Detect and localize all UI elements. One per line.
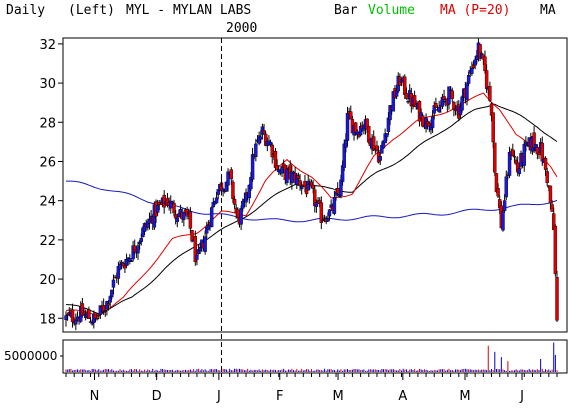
candle [105,300,109,316]
candle [421,114,425,128]
candle [442,89,446,106]
candle [488,81,492,103]
x-month-label: J [216,389,221,404]
candle [133,239,137,255]
candle [555,270,559,323]
candle [128,254,132,265]
candle [203,230,207,255]
candle [378,151,382,165]
ma2-legend: MA [540,3,556,18]
y-tick-label: 24 [39,195,56,210]
x-month-label: D [152,389,162,404]
candles-layer [64,38,559,331]
ma50-line [66,103,558,315]
volume-tick-label: 5000000 [4,349,57,363]
ma200-line [66,180,558,223]
bar-type-label: Bar [334,3,358,18]
candle [118,260,122,271]
x-month-label: M [332,389,343,404]
candle [349,105,353,120]
candle [188,207,193,234]
candle [460,95,464,113]
candle [466,71,471,87]
candle [434,97,438,109]
candle [493,142,497,176]
candle [545,168,549,187]
candle [193,230,197,266]
scale-label: (Left) [68,3,115,18]
candle [430,109,435,133]
candle [404,87,409,100]
candle [250,147,255,182]
ma200-layer [66,180,558,223]
candle [175,216,179,228]
candle [64,311,68,327]
candle [169,195,173,214]
candle [511,143,515,157]
candle [501,209,505,232]
candle [517,165,522,177]
candle [491,112,495,149]
candle [172,199,176,217]
volume-layer [65,342,558,372]
y-tick-label: 28 [39,116,56,131]
ma20-line [65,92,558,317]
candle [136,241,140,260]
candle [313,184,317,213]
y-tick-label: 32 [39,38,56,53]
ma20-layer [65,92,558,317]
candle [358,122,363,137]
x-month-label: N [90,389,100,404]
period-label: Daily [6,3,45,18]
candle [182,211,186,227]
candle [327,208,332,221]
candle [335,182,340,197]
candle [70,303,75,328]
candle [306,174,310,191]
x-month-label: A [398,389,407,404]
volume-legend: Volume [368,3,415,18]
y-tick-label: 26 [39,155,56,170]
candle [209,206,214,228]
candle [553,224,558,277]
candle [371,130,376,152]
candle [244,188,248,208]
candle [385,132,389,141]
y-tick-label: 22 [39,234,56,249]
y-tick-label: 30 [39,77,56,92]
x-month-label: J [519,389,524,404]
candle [465,81,469,106]
ma-legend: MA (P=20) [440,3,510,18]
candle [496,183,500,199]
symbol-title: MYL - MYLAN LABS [126,3,251,18]
candle [74,313,78,331]
y-tick-label: 20 [39,273,56,288]
y-tick-label: 18 [39,312,56,327]
candle [375,140,379,152]
candle [470,61,474,76]
price-axis: 18 20 22 24 26 28 30 32 [39,38,63,327]
x-month-label: F [276,389,283,404]
candle [87,306,91,319]
x-month-label: M [459,389,470,404]
candle [124,253,129,268]
candle [440,93,445,110]
candle [299,181,304,195]
candle [239,205,243,230]
candle [290,165,294,190]
candle [437,100,441,113]
candle [537,152,541,159]
price-panel-frame [62,37,568,333]
candle [319,196,324,230]
year-marker-label: 2000 [226,21,257,36]
volume-panel-frame [62,339,568,374]
candle [450,87,454,103]
ma50-layer [66,103,558,315]
candle [254,138,258,162]
candle [232,195,237,209]
